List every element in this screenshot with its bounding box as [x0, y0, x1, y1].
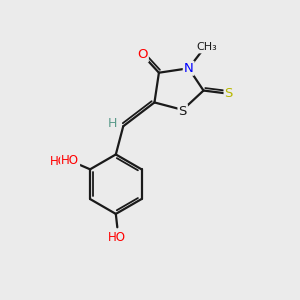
Text: S: S — [225, 87, 233, 100]
Text: HO: HO — [108, 231, 126, 244]
Text: CH₃: CH₃ — [196, 43, 217, 52]
Text: H: H — [59, 155, 68, 168]
Text: H: H — [108, 117, 118, 130]
Text: HO: HO — [50, 155, 68, 168]
Text: N: N — [184, 62, 194, 75]
Text: HO: HO — [61, 154, 79, 167]
Text: O: O — [137, 48, 148, 62]
Text: S: S — [178, 105, 187, 118]
